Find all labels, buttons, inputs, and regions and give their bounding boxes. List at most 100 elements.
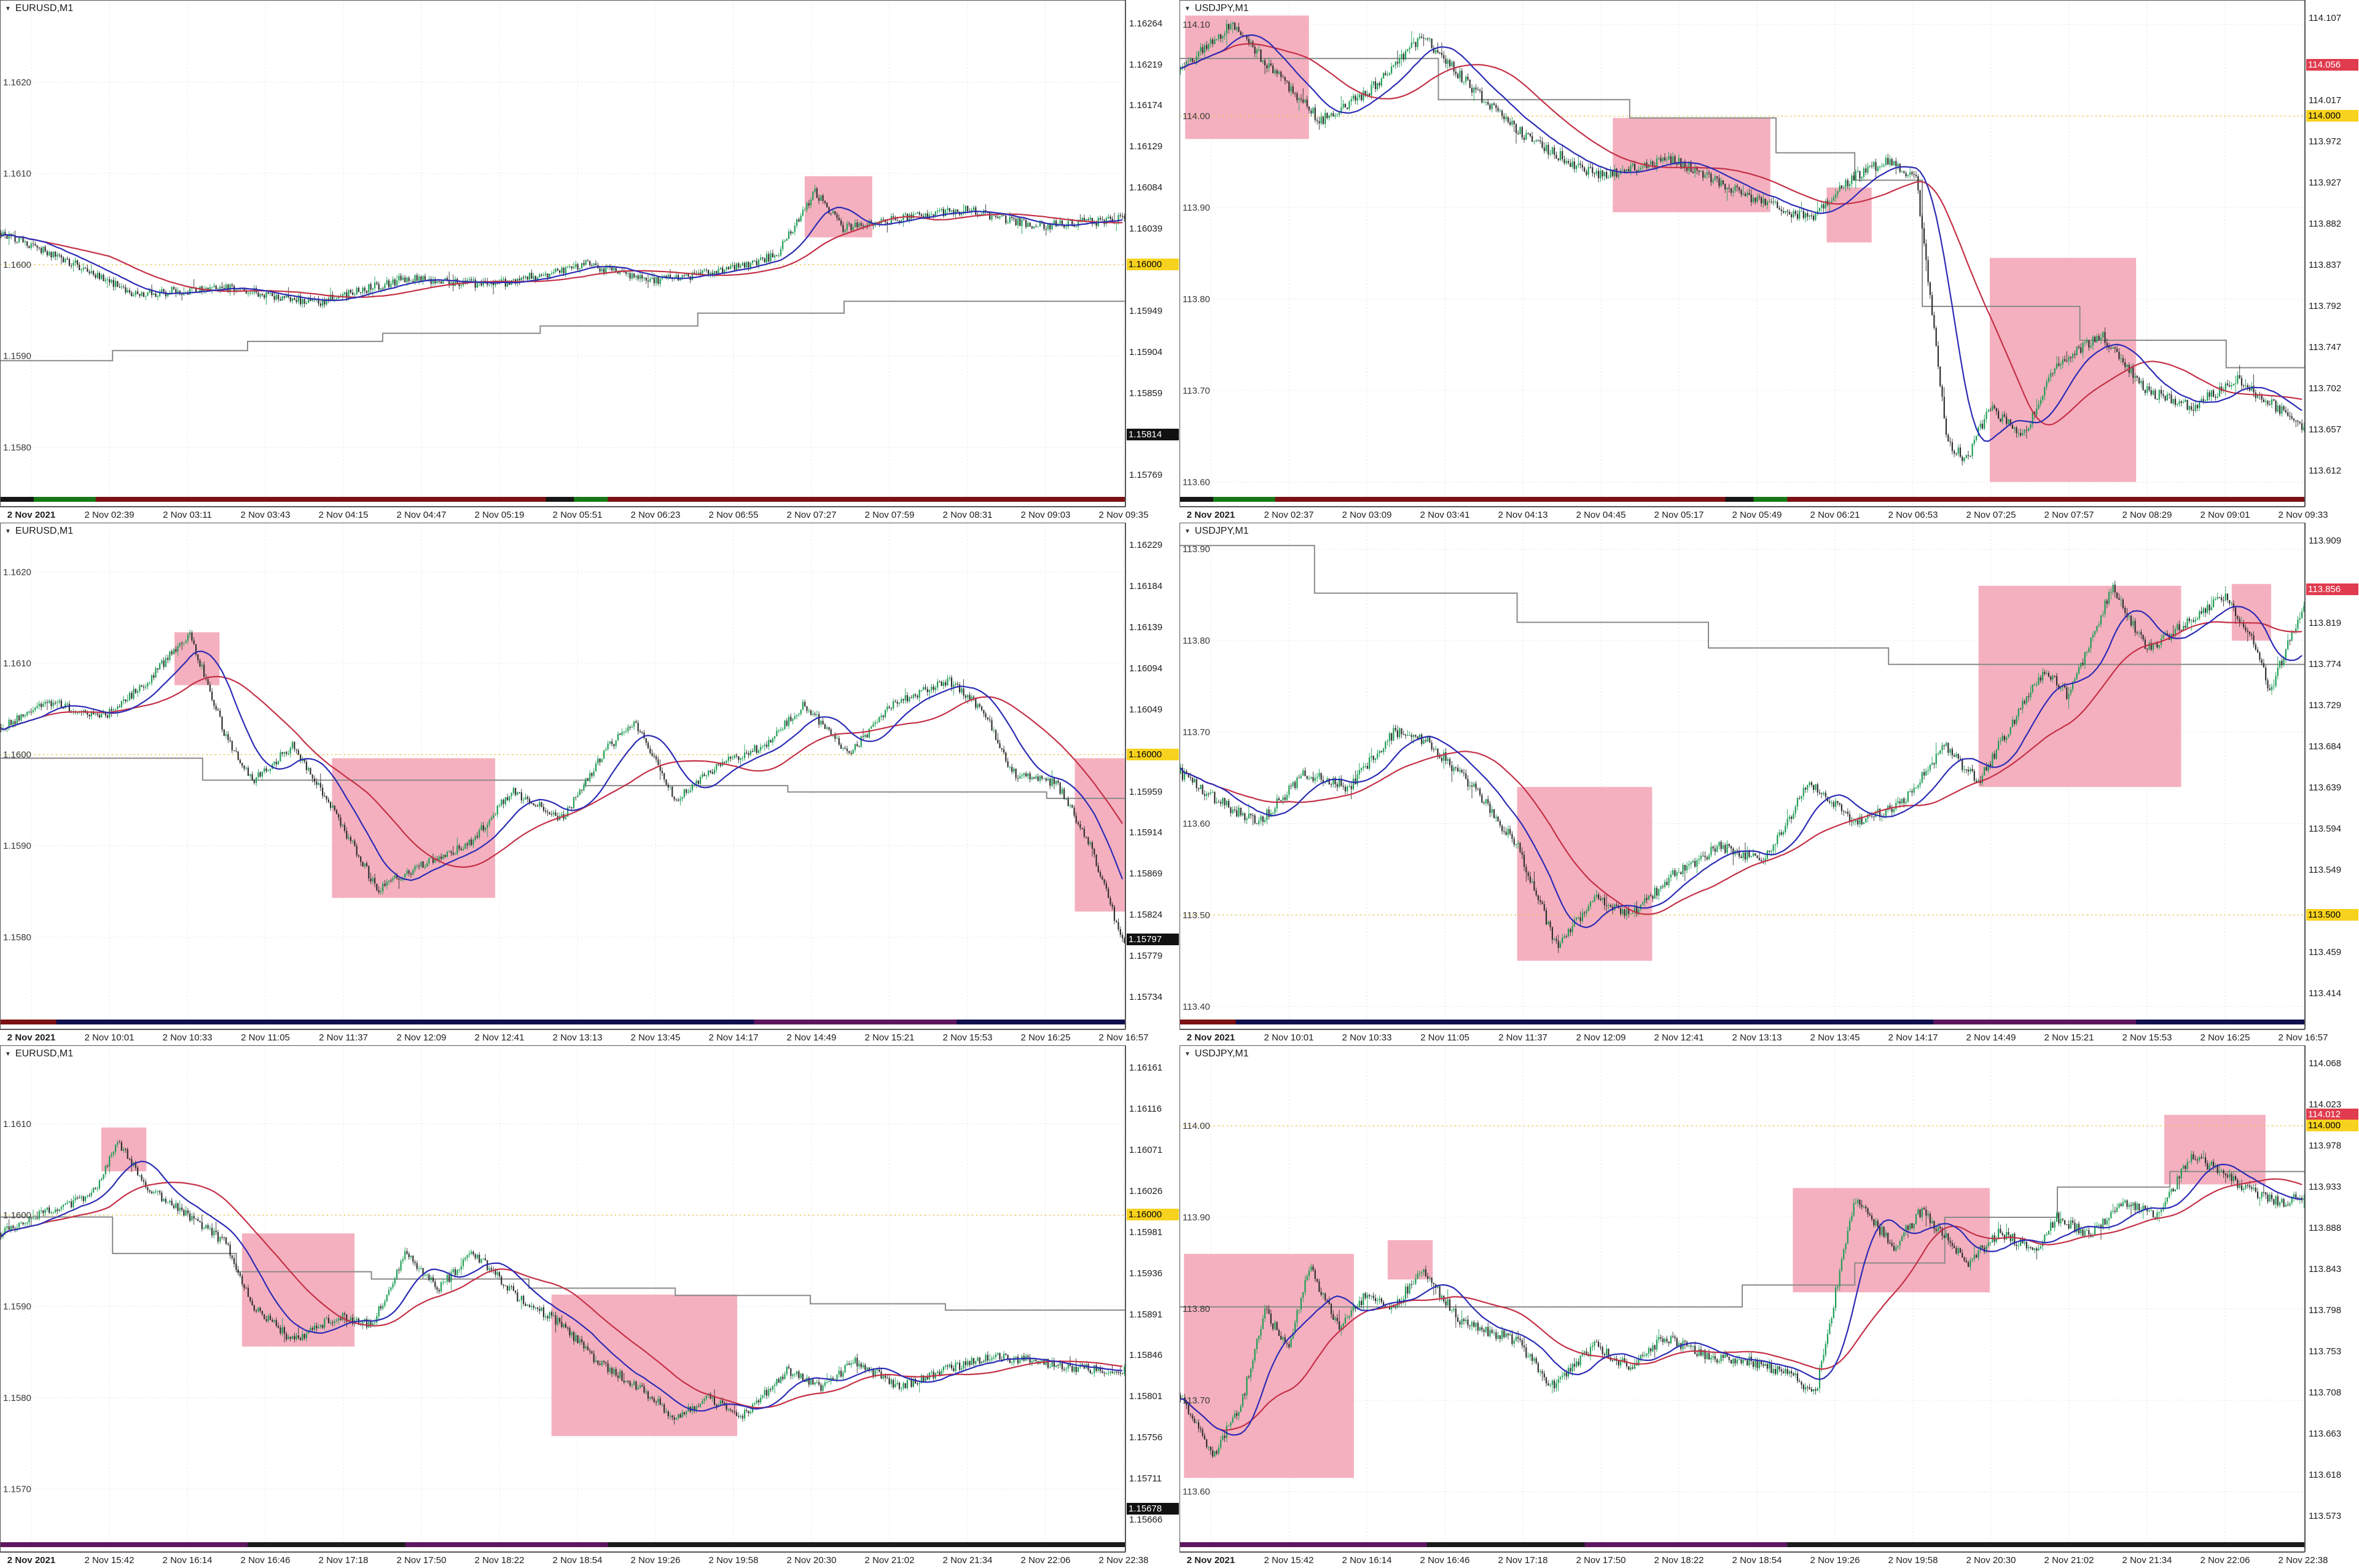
symbol-text: EURUSD,M1 bbox=[15, 1048, 74, 1059]
session-strip bbox=[0, 497, 1125, 502]
time-label: 2 Nov 15:42 bbox=[84, 1555, 135, 1566]
round-level-price-tag[interactable]: 113.500 bbox=[2306, 909, 2358, 921]
price-level-label: 113.80 bbox=[1183, 294, 1210, 305]
chart-panel-eurusd-m1-late[interactable]: 1.1610 1.1600 1.1590 1.1580 1.1570 1.16161 1.… bbox=[0, 1045, 1180, 1568]
axis-price-label: 1.16264 bbox=[1129, 18, 1163, 29]
time-label: 2 Nov 22:38 bbox=[1098, 1555, 1149, 1566]
axis-price-label: 114.023 bbox=[2309, 1099, 2342, 1110]
time-scale-axis[interactable]: 2 Nov 2021 2 Nov 10:01 2 Nov 10:33 2 Nov 11… bbox=[1180, 1029, 2328, 1045]
time-label: 2 Nov 16:14 bbox=[1342, 1555, 1392, 1566]
round-level-price-tag[interactable]: 1.16000 bbox=[1127, 259, 1179, 270]
session-strip bbox=[1180, 1542, 2305, 1547]
price-level-label: 1.1590 bbox=[3, 351, 31, 362]
highlight-zones bbox=[1184, 1115, 2266, 1478]
time-label: 2 Nov 18:22 bbox=[1654, 1555, 1704, 1566]
price-level-label: 113.70 bbox=[1183, 727, 1210, 738]
round-level-price-tag[interactable]: 114.000 bbox=[2306, 110, 2358, 122]
chart-panel-usdjpy-m1-mid[interactable]: 113.90 113.80 113.70 113.60 113.50 113.40 113… bbox=[1180, 523, 2359, 1045]
round-level-price-tag[interactable]: 114.000 bbox=[2306, 1120, 2358, 1131]
axis-price-label: 1.15981 bbox=[1129, 1227, 1163, 1238]
chart-panel-usdjpy-m1-late[interactable]: 114.00 113.90 113.80 113.70 113.60 114.068 11… bbox=[1180, 1045, 2359, 1568]
time-label: 2 Nov 10:01 bbox=[84, 1032, 135, 1043]
axis-price-label: 113.459 bbox=[2309, 947, 2342, 958]
chart-collapse-icon[interactable]: ▼ bbox=[5, 1050, 11, 1058]
chart-panel-usdjpy-m1-early[interactable]: 114.10 114.00 113.90 113.80 113.70 113.60 114… bbox=[1180, 0, 2359, 523]
ma-slow-line bbox=[1, 213, 1123, 298]
time-scale-axis[interactable]: 2 Nov 2021 2 Nov 10:01 2 Nov 10:33 2 Nov 11… bbox=[0, 1029, 1148, 1045]
ma-fast-line bbox=[1, 206, 1123, 302]
axis-price-label: 113.978 bbox=[2309, 1141, 2342, 1151]
price-chart-canvas[interactable]: 114.00 113.90 113.80 113.70 113.60 bbox=[1180, 1045, 2305, 1552]
price-chart-canvas[interactable]: 113.90 113.80 113.70 113.60 113.50 113.40 bbox=[1180, 523, 2305, 1029]
time-label: 2 Nov 15:21 bbox=[2044, 1032, 2094, 1043]
price-level-label: 1.1610 bbox=[3, 1119, 31, 1129]
chart-collapse-icon[interactable]: ▼ bbox=[5, 528, 11, 535]
price-chart-canvas[interactable]: 1.1620 1.1610 1.1600 1.1590 1.1580 bbox=[0, 0, 1125, 507]
indicator-price-tag: 114.012 bbox=[2306, 1109, 2358, 1120]
time-label: 2 Nov 06:23 bbox=[630, 510, 681, 520]
left-price-labels: 114.10 114.00 113.90 113.80 113.70 113.60 bbox=[1183, 20, 1210, 488]
session-strip-segment bbox=[1584, 1542, 1788, 1547]
price-chart-canvas[interactable]: 1.1620 1.1610 1.1600 1.1590 1.1580 bbox=[0, 523, 1125, 1029]
price-scale-axis[interactable]: 113.909 113.819 113.774 113.729 113.684 113.6… bbox=[2305, 523, 2359, 1029]
time-label: 2 Nov 03:11 bbox=[163, 510, 212, 520]
round-level-price-tag[interactable]: 1.16000 bbox=[1127, 1209, 1179, 1220]
time-scale-axis[interactable]: 2 Nov 2021 2 Nov 02:37 2 Nov 03:09 2 Nov 03… bbox=[1180, 507, 2328, 523]
axis-price-label: 1.15824 bbox=[1129, 910, 1163, 920]
grid-lines bbox=[0, 0, 1125, 507]
axis-price-label: 1.15949 bbox=[1129, 306, 1163, 316]
time-label: 2 Nov 11:37 bbox=[1498, 1032, 1547, 1043]
axis-price-label: 113.657 bbox=[2309, 424, 2342, 435]
chart-panel-eurusd-m1-early[interactable]: 1.1620 1.1610 1.1600 1.1590 1.1580 1.16264 1.… bbox=[0, 0, 1180, 523]
chart-collapse-icon[interactable]: ▼ bbox=[1184, 528, 1191, 535]
chart-panel-eurusd-m1-mid[interactable]: 1.1620 1.1610 1.1600 1.1590 1.1580 1.16229 1.… bbox=[0, 523, 1180, 1045]
time-label: 2 Nov 11:05 bbox=[1420, 1032, 1469, 1043]
candle-bodies-up bbox=[1180, 22, 2305, 461]
time-label: 2 Nov 16:46 bbox=[1420, 1555, 1470, 1566]
highlight-zones bbox=[1185, 15, 2137, 482]
trailing-step-line bbox=[1180, 58, 2305, 369]
time-label: 2 Nov 19:58 bbox=[1888, 1555, 1938, 1566]
axis-price-label: 113.933 bbox=[2309, 1182, 2342, 1192]
price-scale-axis[interactable]: 1.16229 1.16184 1.16139 1.16094 1.16049 1.159… bbox=[1125, 523, 1180, 1029]
time-scale-axis[interactable]: 2 Nov 2021 2 Nov 02:39 2 Nov 03:11 2 Nov 03… bbox=[0, 507, 1148, 523]
time-label: 2 Nov 10:33 bbox=[162, 1032, 213, 1043]
session-strip-segment bbox=[1235, 1020, 1934, 1024]
current-price-tag: 1.15678 bbox=[1127, 1503, 1179, 1515]
price-chart-canvas[interactable]: 1.1610 1.1600 1.1590 1.1580 1.1570 bbox=[0, 1045, 1125, 1552]
axis-price-label: 1.15769 bbox=[1129, 470, 1163, 480]
time-label: 2 Nov 04:13 bbox=[1498, 510, 1548, 520]
session-strip bbox=[1180, 1020, 2305, 1024]
chart-collapse-icon[interactable]: ▼ bbox=[5, 5, 11, 12]
time-label: 2 Nov 21:34 bbox=[942, 1555, 993, 1566]
round-level-price-tag[interactable]: 1.16000 bbox=[1127, 749, 1179, 760]
price-scale-axis[interactable]: 114.107 114.017 113.972 113.927 113.882 113.8… bbox=[2305, 0, 2359, 507]
price-scale-axis[interactable]: 1.16161 1.16116 1.16071 1.16026 1.15981 1.159… bbox=[1125, 1045, 1180, 1552]
symbol-text: EURUSD,M1 bbox=[15, 3, 74, 14]
trailing-step-line bbox=[0, 757, 1125, 799]
price-level-label: 1.1580 bbox=[3, 1393, 31, 1403]
session-strip-segment bbox=[574, 497, 608, 502]
session-strip-segment bbox=[957, 1020, 1125, 1024]
time-scale-axis[interactable]: 2 Nov 2021 2 Nov 15:42 2 Nov 16:14 2 Nov 16… bbox=[0, 1552, 1148, 1568]
chart-collapse-icon[interactable]: ▼ bbox=[1184, 5, 1191, 12]
price-level-label: 1.1620 bbox=[3, 77, 31, 88]
price-chart-canvas[interactable]: 114.10 114.00 113.90 113.80 113.70 113.60 bbox=[1180, 0, 2305, 507]
axis-price-label: 113.663 bbox=[2309, 1429, 2342, 1439]
price-level-label: 114.10 bbox=[1183, 20, 1210, 30]
time-label: 2 Nov 06:55 bbox=[708, 510, 759, 520]
time-label: 2 Nov 06:53 bbox=[1888, 510, 1938, 520]
current-price-tag: 1.15814 bbox=[1127, 429, 1179, 440]
chart-collapse-icon[interactable]: ▼ bbox=[1184, 1050, 1191, 1058]
time-label: 2 Nov 06:21 bbox=[1810, 510, 1860, 520]
axis-price-label: 113.747 bbox=[2309, 342, 2342, 353]
time-label: 2 Nov 18:54 bbox=[552, 1555, 603, 1566]
time-label: 2 Nov 11:37 bbox=[319, 1032, 368, 1043]
price-scale-axis[interactable]: 114.068 114.023 113.978 113.933 113.888 113.8… bbox=[2305, 1045, 2359, 1552]
time-scale-axis[interactable]: 2 Nov 2021 2 Nov 15:42 2 Nov 16:14 2 Nov 16… bbox=[1180, 1552, 2328, 1568]
price-scale-axis[interactable]: 1.16264 1.16219 1.16174 1.16129 1.16084 1.160… bbox=[1125, 0, 1180, 507]
session-strip bbox=[0, 1542, 1125, 1547]
time-label: 2 Nov 08:29 bbox=[2122, 510, 2172, 520]
axis-price-label: 113.684 bbox=[2309, 741, 2342, 752]
